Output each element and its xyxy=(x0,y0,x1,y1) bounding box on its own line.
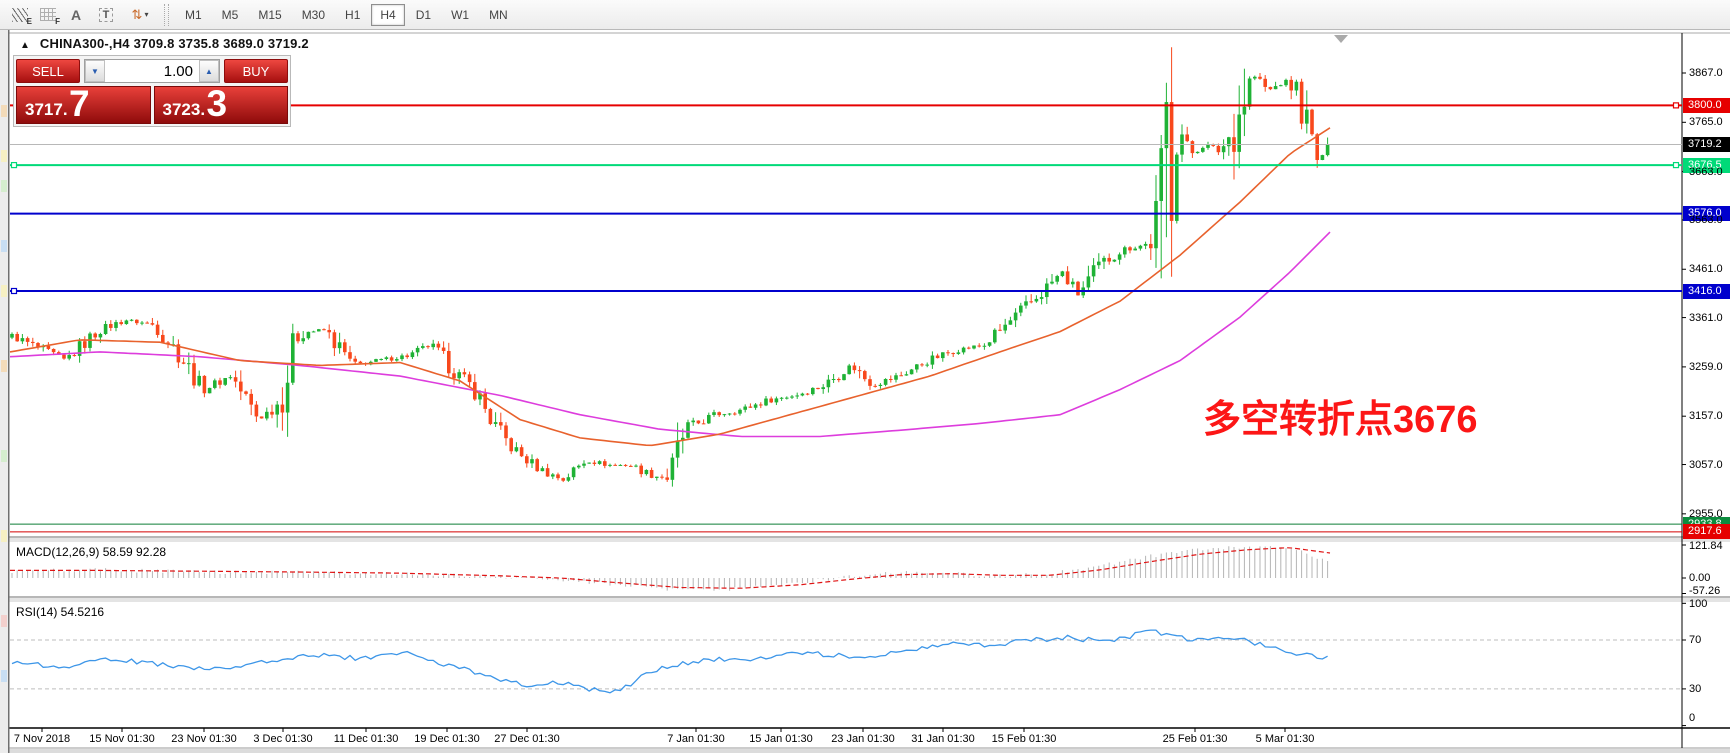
text-label-icon: A xyxy=(70,6,82,23)
text-box-icon: T xyxy=(98,7,114,22)
market-watch-color-mark xyxy=(1,360,7,372)
tool-sub-letter: F xyxy=(55,16,60,26)
timeframe-button-h1[interactable]: H1 xyxy=(345,7,361,22)
arrows-icon: ⇅ xyxy=(131,6,143,22)
volume-increase-button[interactable]: ▲ xyxy=(199,60,219,82)
market-watch-color-mark xyxy=(1,615,7,627)
bid-price-main: 3717. xyxy=(25,100,68,119)
market-watch-color-mark xyxy=(1,105,7,117)
hatch-pattern-icon xyxy=(12,7,28,22)
symbol-title: CHINA300-,H4 xyxy=(39,36,130,51)
ask-price-big-digit: 3 xyxy=(206,86,228,124)
grid-pattern-tool-button[interactable]: F xyxy=(35,4,61,26)
market-watch-color-mark xyxy=(1,180,7,192)
sell-button[interactable]: SELL xyxy=(16,59,80,83)
ask-price-main: 3723. xyxy=(162,100,206,119)
timeframe-button-m30[interactable]: M30 xyxy=(301,7,326,22)
market-watch-color-mark xyxy=(1,670,7,682)
timeframe-button-m1[interactable]: M1 xyxy=(185,7,202,22)
timeframe-button-w1[interactable]: W1 xyxy=(451,7,470,22)
macd-indicator-label: MACD(12,26,9) 58.59 92.28 xyxy=(16,545,167,559)
market-watch-color-mark xyxy=(1,150,7,162)
text-box-tool-button[interactable]: T xyxy=(91,4,121,26)
timeframe-button-m5[interactable]: M5 xyxy=(221,7,239,22)
market-watch-color-mark xyxy=(1,240,7,252)
timeframe-button-d1[interactable]: D1 xyxy=(415,7,432,22)
ask-price-panel[interactable]: 3723. 3 xyxy=(153,86,288,124)
main-toolbar: E F A T ⇅ ▾ M1 M5 M15 M30 H1 H4 D1 W1 MN xyxy=(0,0,1730,30)
grid-pattern-icon xyxy=(40,8,56,21)
market-watch-color-mark xyxy=(1,285,7,297)
toolbar-separator xyxy=(164,3,169,26)
one-click-trade-panel: SELL ▼ ▲ BUY 3717. 7 3723. 3 xyxy=(13,55,291,127)
timeframe-button-m15[interactable]: M15 xyxy=(258,7,282,22)
text-label-tool-button[interactable]: A xyxy=(63,4,89,26)
market-watch-color-mark xyxy=(1,450,7,462)
volume-decrease-button[interactable]: ▼ xyxy=(85,60,105,82)
collapse-panel-icon[interactable]: ▲ xyxy=(20,40,31,51)
timeframe-button-mn[interactable]: MN xyxy=(489,7,508,22)
tool-sub-letter: E xyxy=(26,16,32,26)
market-watch-color-mark xyxy=(1,530,7,542)
bid-price-panel[interactable]: 3717. 7 xyxy=(16,86,151,124)
hatch-pattern-tool-button[interactable]: E xyxy=(7,4,33,26)
chart-ohlc-header: ▲ CHINA300-,H4 3709.8 3735.8 3689.0 3719… xyxy=(20,36,309,51)
volume-input[interactable] xyxy=(105,60,199,82)
ohlc-values: 3709.8 3735.8 3689.0 3719.2 xyxy=(133,36,309,51)
buy-button[interactable]: BUY xyxy=(224,59,288,83)
chart-text-annotation[interactable]: 多空转折点3676 xyxy=(1203,399,1478,441)
chevron-down-icon: ▾ xyxy=(144,10,149,19)
bid-price-big-digit: 7 xyxy=(69,86,90,124)
timeframe-button-group: M1 M5 M15 M30 H1 H4 D1 W1 MN xyxy=(175,3,518,26)
timeframe-button-h4[interactable]: H4 xyxy=(371,3,405,26)
rsi-indicator-label: RSI(14) 54.5216 xyxy=(16,605,105,619)
arrows-tool-button[interactable]: ⇅ ▾ xyxy=(123,4,157,26)
